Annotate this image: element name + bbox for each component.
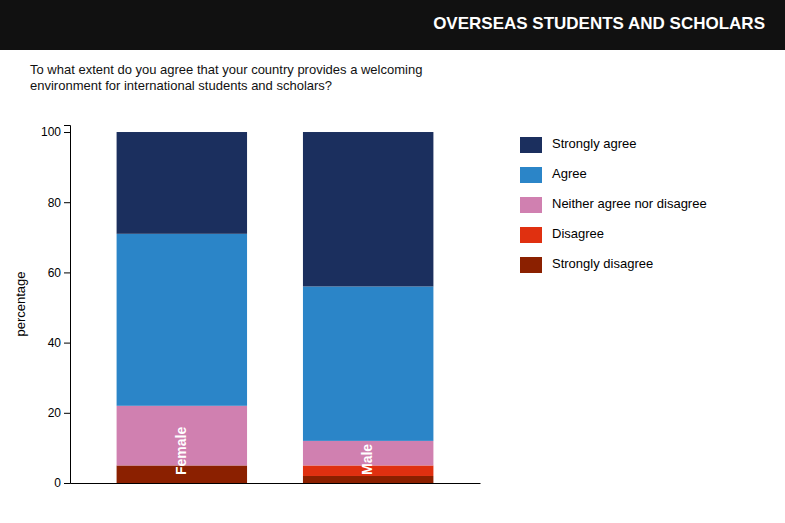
legend-label: Disagree [552,226,604,241]
legend-label: Neither agree nor disagree [552,196,707,211]
category-label: Female [173,427,189,475]
legend-item: Strongly agree [520,136,637,153]
bar-segment [117,132,247,234]
y-tick-mark [64,413,70,414]
x-axis-line [71,483,481,484]
y-tick-mark [64,343,70,344]
y-tick: 60 [48,266,70,280]
y-tick-mark [64,483,70,484]
y-axis-title: percentage [13,271,28,336]
y-tick-label: 80 [48,196,62,210]
legend-label: Strongly agree [552,136,637,151]
y-tick: 100 [41,125,70,139]
legend-swatch [520,167,542,183]
subtitle-line: To what extent do you agree that your co… [30,62,422,77]
legend-item: Neither agree nor disagree [520,196,707,213]
y-tick: 40 [48,336,70,350]
legend-item: Disagree [520,226,604,243]
subtitle-line: environment for international students a… [30,78,332,93]
legend: Strongly agree Agree Neither agree nor dis… [520,136,707,273]
y-tick: 0 [54,476,70,490]
x-axis [71,483,481,484]
legend-item: Strongly disagree [520,256,653,273]
legend-item: Agree [520,166,587,183]
y-tick-label: 60 [48,266,62,280]
y-tick-label: 100 [41,125,61,139]
y-tick-mark [64,272,70,273]
y-axis-line [64,126,71,484]
y-axis: 0 20 40 60 80 100 [41,125,71,490]
y-tick-label: 0 [54,476,61,490]
series-bars [117,465,434,483]
y-tick-mark [64,132,70,133]
y-tick-label: 20 [48,406,62,420]
header-band [0,0,785,50]
legend-swatch [520,197,542,213]
y-tick-mark [64,202,70,203]
legend-label: Agree [552,166,587,181]
chart: OVERSEAS STUDENTS AND SCHOLARS To what ex… [0,0,785,523]
bars [117,132,434,483]
plot: 0 20 40 60 80 100 percentage Female Male [13,125,481,490]
y-tick-label: 40 [48,336,62,350]
bar-segment [303,132,433,286]
legend-swatch [520,137,542,153]
series-bars [117,132,434,286]
y-tick: 80 [48,196,70,210]
bar-segment [303,476,433,483]
legend-swatch [520,257,542,273]
bar-segment [117,234,247,406]
bar-segment [303,286,433,440]
y-tick: 20 [48,406,70,420]
category-label: Male [359,444,375,475]
subtitle: To what extent do you agree that your co… [30,62,422,93]
legend-swatch [520,227,542,243]
legend-label: Strongly disagree [552,256,653,271]
title: OVERSEAS STUDENTS AND SCHOLARS [433,14,765,33]
